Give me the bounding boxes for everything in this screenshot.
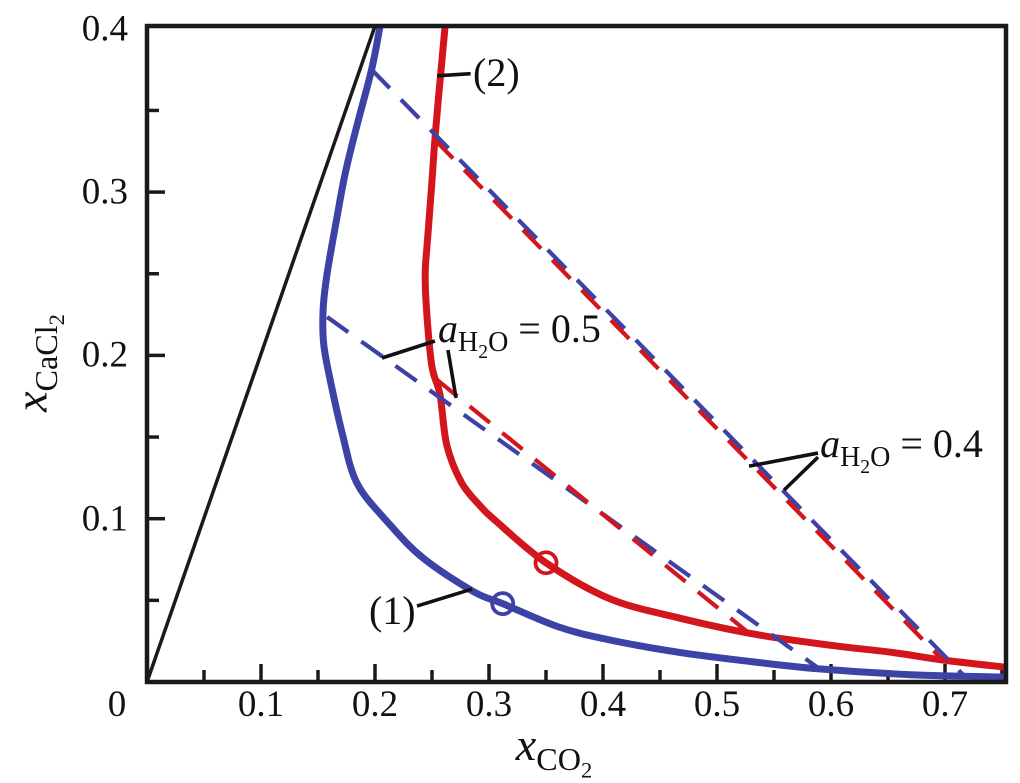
tie-line-aH2O-0.5-curve-2 [435,378,750,634]
leader-lines [381,71,820,608]
water-activity-0.4-label-leader [782,455,820,492]
curve-2-label-leader [436,71,471,78]
series-group [145,25,1007,683]
water-activity-0.4-label-leader [748,451,819,468]
curve-1-label-leader [416,587,473,608]
water-activity-0.5-label-leader [381,339,436,360]
open-circle-marker-curve-2 [533,550,559,576]
open-circle-marker-curve-1 [490,591,516,617]
plot-frame [144,23,1009,685]
reference-line [145,25,377,683]
tie-line-aH2O-0.4-curve-2 [433,138,945,662]
axis-ticks [149,108,1004,680]
solubility-curve-2 [421,25,1007,671]
water-activity-0.5-label-leader [446,349,458,399]
solubility-curve-1 [319,25,1007,681]
tie-line-aH2O-0.4-curve-1 [370,68,965,677]
